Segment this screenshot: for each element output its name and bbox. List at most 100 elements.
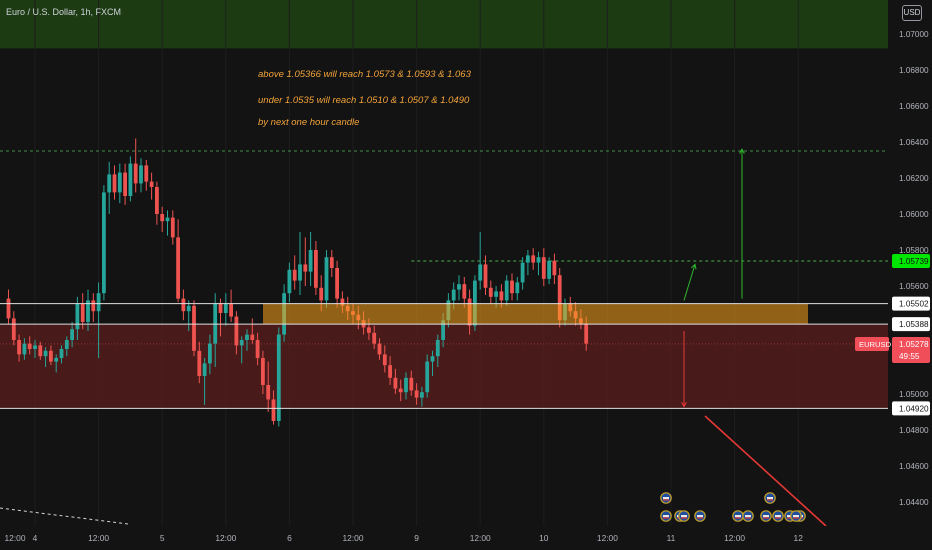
candle[interactable]: [292, 255, 297, 290]
candle[interactable]: [197, 341, 202, 384]
economic-event-markers[interactable]: [660, 492, 806, 522]
candle[interactable]: [102, 185, 106, 301]
candle[interactable]: [425, 354, 430, 398]
candle[interactable]: [324, 250, 329, 308]
candle[interactable]: [160, 206, 165, 232]
event-flag-icon[interactable]: [760, 510, 772, 522]
candle[interactable]: [208, 334, 212, 375]
lower-left-dashed-trendline[interactable]: [0, 507, 129, 525]
candle[interactable]: [531, 248, 536, 270]
candle[interactable]: [393, 368, 398, 394]
price-level-badge[interactable]: 1.04920: [892, 401, 930, 416]
candle[interactable]: [223, 293, 228, 326]
candle[interactable]: [266, 361, 271, 412]
candle[interactable]: [430, 350, 435, 376]
candle[interactable]: [22, 338, 27, 360]
candle[interactable]: [398, 379, 403, 402]
down-arrow[interactable]: [681, 331, 687, 408]
candle[interactable]: [547, 257, 551, 285]
candle[interactable]: [144, 160, 149, 191]
candle[interactable]: [372, 325, 377, 349]
candle[interactable]: [229, 289, 233, 322]
event-flag-icon[interactable]: [764, 492, 776, 504]
candle[interactable]: [536, 251, 541, 276]
candle[interactable]: [107, 161, 112, 214]
candle[interactable]: [70, 322, 74, 348]
candle[interactable]: [17, 334, 21, 362]
event-flag-icon[interactable]: [678, 510, 690, 522]
event-flag-icon[interactable]: [742, 510, 754, 522]
candle[interactable]: [287, 262, 292, 303]
up-arrow-large[interactable]: [739, 148, 745, 299]
candle[interactable]: [133, 138, 138, 193]
candle[interactable]: [202, 358, 207, 405]
candle[interactable]: [181, 289, 186, 321]
candle[interactable]: [504, 275, 509, 306]
event-flag-icon[interactable]: [660, 492, 672, 504]
candle[interactable]: [6, 289, 11, 324]
resistance-zone-rectangle[interactable]: [263, 303, 808, 325]
candle[interactable]: [335, 260, 339, 308]
event-flag-icon[interactable]: [660, 510, 672, 522]
candle[interactable]: [314, 241, 318, 295]
candle[interactable]: [520, 257, 525, 290]
candle[interactable]: [541, 248, 546, 286]
candle[interactable]: [271, 390, 276, 425]
candle[interactable]: [128, 156, 133, 202]
candle[interactable]: [308, 232, 313, 286]
candle[interactable]: [420, 386, 424, 407]
candle[interactable]: [54, 354, 59, 373]
candle[interactable]: [478, 232, 483, 290]
red-trendline[interactable]: [704, 415, 827, 527]
event-flag-icon[interactable]: [732, 510, 744, 522]
current-price-badge[interactable]: 1.05278 49:55 EURUSD: [855, 336, 930, 363]
candle[interactable]: [59, 345, 64, 364]
candle[interactable]: [27, 336, 32, 355]
candle[interactable]: [43, 347, 48, 367]
candle[interactable]: [526, 250, 530, 276]
candle[interactable]: [388, 356, 392, 385]
candle[interactable]: [255, 332, 260, 366]
candle[interactable]: [80, 293, 85, 330]
candle[interactable]: [303, 237, 308, 286]
price-level-badge[interactable]: 1.05502: [892, 296, 930, 311]
candle[interactable]: [176, 219, 180, 303]
candle[interactable]: [483, 255, 488, 295]
candle[interactable]: [245, 329, 249, 351]
currency-button[interactable]: USD: [902, 5, 922, 21]
candle[interactable]: [139, 158, 143, 193]
event-flag-icon[interactable]: [790, 510, 802, 522]
price-level-badge[interactable]: 1.05388: [892, 317, 930, 332]
up-arrow-small[interactable]: [683, 263, 697, 301]
price-axis-background[interactable]: [888, 0, 932, 550]
candle[interactable]: [96, 282, 101, 358]
candle[interactable]: [404, 372, 408, 400]
time-axis-background[interactable]: [0, 526, 888, 550]
candle[interactable]: [462, 277, 467, 308]
candle[interactable]: [165, 210, 170, 236]
candle[interactable]: [552, 253, 557, 285]
candle[interactable]: [112, 165, 117, 200]
candle[interactable]: [149, 172, 154, 200]
candle[interactable]: [515, 277, 520, 301]
candle[interactable]: [38, 341, 43, 360]
price-axis[interactable]: 1.07000 1.06800 1.06600 1.06400 1.06200 1.060…: [855, 30, 930, 507]
candle[interactable]: [382, 345, 387, 373]
candle[interactable]: [435, 334, 440, 367]
candle[interactable]: [250, 318, 255, 344]
candle[interactable]: [123, 163, 127, 205]
price-level-badge[interactable]: 1.05739: [892, 253, 930, 268]
candle[interactable]: [170, 210, 175, 245]
candle[interactable]: [488, 280, 493, 304]
time-axis[interactable]: 12:00 4 12:00 5 12:00 6 12:00 9 12:00 10 12:00 11 12…: [5, 533, 804, 543]
candle[interactable]: [64, 336, 69, 357]
candlestick-series[interactable]: [6, 138, 589, 427]
candle[interactable]: [91, 293, 96, 322]
target-arrows[interactable]: [681, 148, 745, 408]
event-flag-icon[interactable]: [772, 510, 784, 522]
candle[interactable]: [117, 163, 122, 204]
candle[interactable]: [33, 340, 37, 358]
candle[interactable]: [377, 338, 382, 360]
